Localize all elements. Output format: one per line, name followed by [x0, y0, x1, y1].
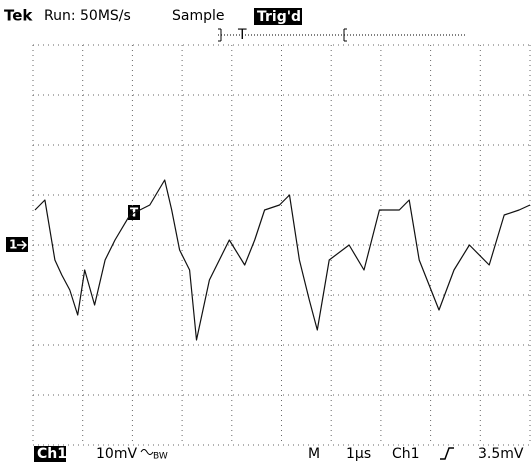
- scale: 10mV: [96, 446, 137, 462]
- timebase-label: M: [308, 446, 320, 462]
- brand: Tek: [4, 7, 33, 25]
- trigger-level: 3.5mV: [478, 446, 524, 462]
- mode: Sample: [172, 8, 225, 24]
- acquisition: Run: 50MS/s: [44, 8, 131, 24]
- channel-marker: 1: [9, 238, 17, 252]
- record-marker: T: [237, 27, 247, 43]
- edge-symbol: [440, 447, 454, 460]
- bw-symbol: [140, 449, 154, 455]
- channel: Ch1: [37, 446, 67, 462]
- channel-arrow: [17, 240, 28, 250]
- waveform: [34, 179, 531, 341]
- trigger-state: Trig'd: [257, 9, 301, 25]
- channel-box: [34, 446, 66, 462]
- trigger-source: Ch1: [392, 446, 420, 462]
- record-brackets: [218, 28, 347, 42]
- bandwidth: BW: [153, 452, 168, 462]
- trigger-state-box: [254, 8, 302, 25]
- timebase: 1µs: [346, 446, 371, 462]
